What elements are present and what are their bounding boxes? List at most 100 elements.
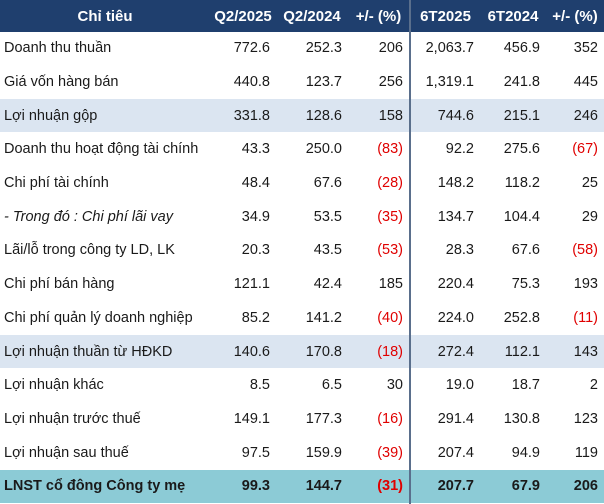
cell-quarter-change: (39)	[348, 435, 411, 470]
header-6t2025: 6T2025	[410, 0, 480, 32]
header-6t2024: 6T2024	[480, 0, 546, 32]
cell-q2-2025: 85.2	[241, 309, 270, 326]
cell-6t2024: 275.6	[503, 141, 540, 158]
cell-q2-2024: 67.6	[313, 175, 342, 192]
row-label: Lợi nhuận khác	[4, 377, 104, 394]
table-row: Lợi nhuận gộp 331.8 128.6 158 744.6 215.1 246	[0, 98, 604, 133]
cell-half-change: 246	[546, 98, 604, 133]
cell-quarter-change: 206	[348, 32, 411, 66]
cell-q2-2024: 141.2	[305, 309, 342, 326]
table-row: - Trong đó : Chi phí lãi vay 34.9 53.5 (35)…	[0, 199, 604, 234]
cell-quarter-change: (40)	[348, 301, 411, 335]
table-row: Giá vốn hàng bán 440.8 123.7 256 1,319.1 241.…	[0, 65, 604, 99]
row-label: - Trong đó : Chi phí lãi vay	[4, 208, 173, 225]
cell-6t2025: 28.3	[445, 242, 474, 259]
cell-half-change: 445	[573, 74, 598, 91]
cell-6t2025: 1,319.1	[425, 74, 474, 91]
cell-half-change: (11)	[573, 309, 598, 326]
cell-q2-2025: 140.6	[210, 334, 276, 369]
table-row: Chi phí tài chính 48.4 67.6 (28) 148.2 118.2 2…	[0, 166, 604, 200]
table-row: Chi phí bán hàng 121.1 42.4 185 220.4 75.3 193	[0, 267, 604, 301]
cell-6t2025: 291.4	[437, 410, 474, 427]
cell-q2-2024: 159.9	[305, 444, 342, 461]
cell-half-change: (58)	[572, 242, 598, 259]
cell-q2-2025: 99.3	[210, 469, 276, 504]
cell-q2-2025: 772.6	[233, 40, 270, 57]
cell-half-change: 25	[581, 175, 598, 192]
header-q2-2025: Q2/2025	[210, 0, 276, 32]
header-row: Chỉ tiêu Q2/2025 Q2/2024 +/- (%) 6T2025 …	[0, 0, 604, 32]
row-label: Chi phí bán hàng	[4, 276, 115, 293]
cell-6t2024: 104.4	[503, 208, 540, 225]
cell-6t2024: 118.2	[504, 175, 540, 192]
header-half-change: +/- (%)	[546, 0, 604, 32]
table-row: LNST cổ đông Công ty mẹ 99.3 144.7 (31) 207.…	[0, 469, 604, 504]
cell-q2-2024: 177.3	[305, 410, 342, 427]
cell-6t2025: 92.2	[445, 141, 474, 158]
cell-half-change: 143	[546, 334, 604, 369]
cell-q2-2025: 149.1	[233, 410, 270, 427]
row-label: LNST cổ đông Công ty mẹ	[0, 469, 210, 504]
cell-half-change: 206	[546, 469, 604, 504]
cell-6t2024: 130.8	[503, 410, 540, 427]
cell-6t2024: 241.8	[503, 74, 540, 91]
header-quarter-change: +/- (%)	[348, 0, 411, 32]
table-row: Lãi/lỗ trong công ty LD, LK 20.3 43.5 (53) 2…	[0, 233, 604, 268]
row-label: Lợi nhuận thuần từ HĐKD	[0, 334, 210, 369]
cell-q2-2024: 42.4	[313, 276, 342, 293]
cell-quarter-change: 185	[348, 267, 411, 301]
table-row: Lợi nhuận khác 8.5 6.5 30 19.0 18.7 2	[0, 368, 604, 403]
row-label: Lợi nhuận sau thuế	[4, 444, 129, 461]
cell-q2-2025: 48.4	[241, 175, 270, 192]
cell-q2-2024: 252.3	[305, 40, 342, 57]
cell-q2-2024: 43.5	[313, 242, 342, 259]
cell-6t2025: 272.4	[410, 334, 480, 369]
cell-6t2024: 112.1	[480, 334, 546, 369]
row-label: Chi phí tài chính	[4, 175, 109, 192]
cell-q2-2025: 8.5	[249, 377, 270, 394]
cell-q2-2024: 6.5	[321, 377, 342, 394]
cell-q2-2025: 43.3	[241, 141, 270, 158]
row-label: Giá vốn hàng bán	[4, 74, 119, 91]
table-row: Lợi nhuận sau thuế 97.5 159.9 (39) 207.4 94.9…	[0, 435, 604, 470]
cell-6t2025: 2,063.7	[425, 40, 474, 57]
cell-6t2024: 252.8	[503, 309, 540, 326]
cell-6t2025: 224.0	[437, 309, 474, 326]
cell-6t2024: 94.9	[511, 444, 540, 461]
cell-q2-2025: 20.3	[241, 242, 270, 259]
cell-6t2025: 220.4	[437, 276, 474, 293]
row-label: Lợi nhuận trước thuế	[4, 410, 141, 427]
cell-6t2025: 134.7	[437, 208, 474, 225]
header-indicator: Chỉ tiêu	[0, 0, 210, 32]
cell-quarter-change: 256	[348, 65, 411, 99]
cell-quarter-change: (83)	[348, 132, 411, 167]
cell-q2-2024: 123.7	[305, 74, 342, 91]
table-row: Doanh thu thuần 772.6 252.3 206 2,063.7 456.9…	[0, 32, 604, 66]
cell-q2-2024: 144.7	[276, 469, 348, 504]
header-q2-2024: Q2/2024	[276, 0, 348, 32]
cell-quarter-change: (53)	[348, 233, 411, 268]
row-label: Doanh thu hoạt động tài chính	[4, 141, 199, 158]
cell-quarter-change: 30	[348, 368, 411, 403]
cell-quarter-change: (31)	[348, 469, 411, 504]
cell-half-change: 352	[573, 40, 598, 57]
table-row: Lợi nhuận thuần từ HĐKD 140.6 170.8 (18) 272…	[0, 334, 604, 369]
cell-6t2024: 18.7	[511, 377, 540, 394]
cell-q2-2024: 170.8	[276, 334, 348, 369]
row-label: Lợi nhuận gộp	[0, 98, 210, 133]
cell-quarter-change: (18)	[348, 334, 411, 369]
cell-quarter-change: (28)	[348, 166, 411, 200]
cell-quarter-change: (16)	[348, 402, 411, 436]
cell-6t2024: 456.9	[503, 40, 540, 57]
cell-6t2024: 67.9	[480, 469, 546, 504]
cell-6t2025: 148.2	[437, 175, 474, 192]
cell-6t2025: 19.0	[445, 377, 474, 394]
cell-half-change: 193	[573, 276, 598, 293]
cell-half-change: (67)	[572, 141, 598, 158]
cell-q2-2024: 53.5	[313, 208, 342, 225]
cell-q2-2025: 34.9	[241, 208, 270, 225]
table-row: Doanh thu hoạt động tài chính 43.3 250.0 (8…	[0, 132, 604, 167]
row-label: Lãi/lỗ trong công ty LD, LK	[4, 242, 175, 259]
cell-quarter-change: (35)	[348, 199, 411, 234]
